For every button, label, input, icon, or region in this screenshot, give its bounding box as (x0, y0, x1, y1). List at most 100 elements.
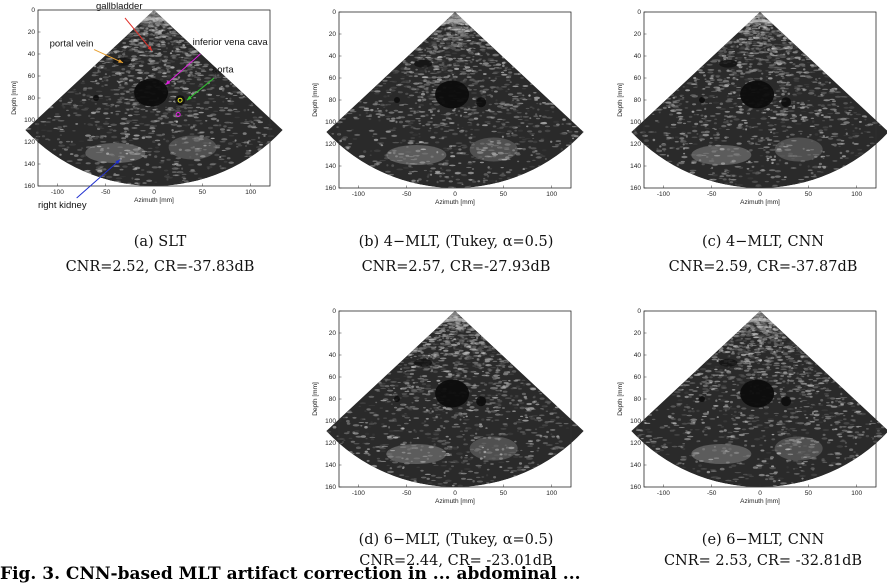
y-tick-label: 0 (332, 308, 336, 315)
y-tick-label: 80 (634, 97, 642, 104)
y-tick-label: 100 (24, 117, 35, 124)
x-tick-label: 50 (805, 490, 813, 497)
sector-image (25, 10, 283, 186)
x-axis-label: Azimuth [mm] (134, 197, 174, 204)
y-tick-label: 40 (28, 51, 36, 58)
metrics-d: CNR=2.44, CR= -23.01dB (359, 553, 553, 569)
x-tick-label: 0 (758, 490, 762, 497)
portal-vein-label: portal vein (50, 38, 94, 49)
y-tick-label: 120 (24, 139, 35, 146)
caption-c: (c) 4−MLT, CNN (702, 234, 824, 250)
y-tick-label: 140 (24, 161, 35, 168)
y-tick-label: 140 (325, 163, 336, 170)
panel-a: -100 -50 0 50 100 0 20 40 60 80 100 120 140 160 Azimut… (0, 0, 283, 220)
x-tick-label: 100 (546, 490, 557, 497)
ultrasound-image: -100 -50 0 50 100 0 20 40 60 80 100 120 140 160 Azimut… (312, 9, 584, 206)
metrics-b: CNR=2.57, CR=-27.93dB (361, 259, 551, 275)
x-tick-label: 100 (245, 189, 256, 196)
metrics-c: CNR=2.59, CR=-37.87dB (668, 259, 858, 275)
y-tick-label: 60 (329, 374, 337, 381)
x-tick-label: -50 (402, 191, 412, 198)
sector-image (631, 311, 887, 487)
y-tick-label: 120 (630, 141, 641, 148)
x-tick-label: 50 (199, 189, 207, 196)
sector-image (326, 311, 584, 487)
x-tick-label: 100 (851, 191, 862, 198)
y-tick-label: 0 (31, 7, 35, 14)
y-tick-label: 120 (325, 440, 336, 447)
x-tick-label: 0 (453, 490, 457, 497)
caption-d: (d) 6−MLT, (Tukey, α=0.5) (358, 532, 554, 548)
y-tick-label: 120 (325, 141, 336, 148)
right-kidney-label: right kidney (38, 200, 87, 211)
x-tick-label: -100 (51, 189, 64, 196)
caption-e: (e) 6−MLT, CNN (701, 532, 825, 548)
y-tick-label: 0 (637, 308, 641, 315)
x-tick-label: -50 (707, 490, 717, 497)
y-tick-label: 0 (637, 9, 641, 16)
figure-caption: Fig. 3. CNN-based MLT artifact correctio… (0, 564, 581, 584)
y-tick-label: 80 (329, 97, 337, 104)
y-tick-label: 160 (325, 484, 336, 491)
x-tick-label: 100 (546, 191, 557, 198)
y-tick-label: 0 (332, 9, 336, 16)
y-tick-label: 20 (329, 330, 337, 337)
aorta-label: aorta (212, 65, 234, 76)
x-tick-label: 50 (500, 490, 508, 497)
caption-a: (a) SLT (133, 234, 187, 250)
x-tick-label: -100 (657, 490, 670, 497)
y-axis-label: Depth [mm] (312, 382, 319, 416)
x-tick-label: -100 (657, 191, 670, 198)
y-tick-label: 160 (630, 185, 641, 192)
x-tick-label: -100 (352, 191, 365, 198)
x-tick-label: 0 (152, 189, 156, 196)
metrics-a: CNR=2.52, CR=-37.83dB (65, 259, 255, 275)
y-tick-label: 80 (329, 396, 337, 403)
y-axis-label: Depth [mm] (312, 83, 319, 117)
ultrasound-image: -100 -50 0 50 100 0 20 40 60 80 100 120 140 160 Azimut… (617, 308, 887, 505)
y-tick-label: 40 (634, 352, 642, 359)
y-tick-label: 140 (630, 462, 641, 469)
y-tick-label: 100 (630, 119, 641, 126)
x-tick-label: -50 (707, 191, 717, 198)
y-tick-label: 160 (630, 484, 641, 491)
y-axis-label: Depth [mm] (617, 382, 624, 416)
ultrasound-image: -100 -50 0 50 100 0 20 40 60 80 100 120 140 160 Azimut… (11, 1, 283, 211)
x-tick-label: -50 (402, 490, 412, 497)
x-tick-label: 50 (500, 191, 508, 198)
panel-d: -100 -50 0 50 100 0 20 40 60 80 100 120 140 160 Azimut… (309, 307, 589, 527)
y-tick-label: 140 (630, 163, 641, 170)
y-axis-label: Depth [mm] (617, 83, 624, 117)
x-tick-label: 50 (805, 191, 813, 198)
panel-e: -100 -50 0 50 100 0 20 40 60 80 100 120 140 160 Azimut… (614, 307, 887, 527)
y-tick-label: 40 (329, 352, 337, 359)
y-tick-label: 100 (325, 418, 336, 425)
y-tick-label: 80 (28, 95, 36, 102)
y-tick-label: 40 (634, 53, 642, 60)
y-tick-label: 140 (325, 462, 336, 469)
caption-b: (b) 4−MLT, (Tukey, α=0.5) (358, 234, 554, 250)
gallbladder-label: gallbladder (96, 1, 142, 12)
y-tick-label: 20 (329, 31, 337, 38)
y-tick-label: 160 (24, 183, 35, 190)
y-tick-label: 80 (634, 396, 642, 403)
x-tick-label: -50 (101, 189, 111, 196)
x-axis-label: Azimuth [mm] (435, 199, 475, 206)
y-tick-label: 60 (634, 374, 642, 381)
x-tick-label: 0 (758, 191, 762, 198)
y-tick-label: 60 (329, 75, 337, 82)
x-axis-label: Azimuth [mm] (435, 498, 475, 505)
metrics-e: CNR= 2.53, CR= -32.81dB (663, 553, 863, 569)
y-tick-label: 60 (634, 75, 642, 82)
y-tick-label: 120 (630, 440, 641, 447)
y-tick-label: 160 (325, 185, 336, 192)
y-axis-label: Depth [mm] (11, 81, 18, 115)
y-tick-label: 20 (28, 29, 36, 36)
y-tick-label: 100 (630, 418, 641, 425)
y-tick-label: 40 (329, 53, 337, 60)
panel-c: -100 -50 0 50 100 0 20 40 60 80 100 120 140 160 Azimut… (614, 8, 887, 228)
ultrasound-image: -100 -50 0 50 100 0 20 40 60 80 100 120 140 160 Azimut… (617, 9, 887, 206)
ultrasound-image: -100 -50 0 50 100 0 20 40 60 80 100 120 140 160 Azimut… (312, 308, 584, 505)
x-axis-label: Azimuth [mm] (740, 498, 780, 505)
x-tick-label: 100 (851, 490, 862, 497)
